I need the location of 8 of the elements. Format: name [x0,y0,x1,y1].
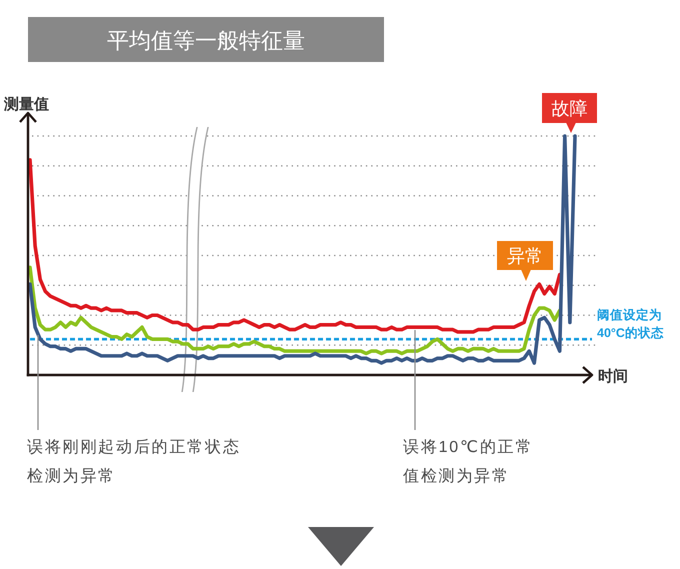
x-axis-title: 时间 [598,368,628,385]
text: 故障 [552,98,588,118]
annotation: 异常 [507,246,543,266]
chart-title: 平均值等一般特征量 [107,28,305,53]
text: 误将10℃的正常值检测为异常 [403,438,534,485]
text: 误将刚刚起动后的正常状态检测为异常 [27,438,241,485]
y-axis-title: 测量值 [3,96,49,113]
ref-line-label: 阈值设定为40°C的状态 [597,307,664,340]
